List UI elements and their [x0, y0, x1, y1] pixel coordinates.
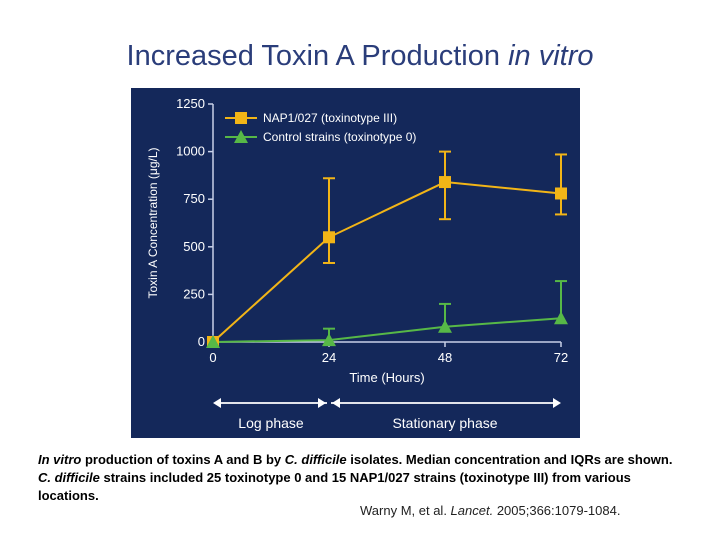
toxin-chart: 0 250 500 750 1000 1250 0 24 48 72 Time (Hours) Tox… — [146, 96, 568, 431]
figure-caption: In vitro production of toxins A and B by… — [38, 451, 678, 505]
control-data-point — [206, 335, 220, 348]
caption-em-2: C. difficile — [284, 452, 347, 467]
nap1-data-point — [323, 231, 335, 244]
y-tick-label: 1000 — [176, 144, 205, 159]
nap1-legend-label: NAP1/027 (toxinotype III) — [263, 111, 397, 125]
stationary-phase-arrow-left — [332, 398, 340, 408]
citation-details: 2005;366:1079-1084. — [493, 503, 621, 518]
citation-authors: Warny M, et al. — [360, 503, 451, 518]
caption-em-1: In vitro — [38, 452, 82, 467]
x-tick-label: 48 — [438, 350, 452, 365]
y-tick-label: 750 — [183, 191, 205, 206]
nap1-data-point — [555, 187, 567, 200]
stationary-phase-label: Stationary phase — [392, 415, 497, 431]
caption-em-3: C. difficile — [38, 470, 100, 485]
title-emphasis: in vitro — [508, 40, 594, 72]
slide-title: Increased Toxin A Production in vitro — [0, 40, 720, 73]
citation: Warny M, et al. Lancet. 2005;366:1079-10… — [360, 503, 620, 518]
y-tick-label: 500 — [183, 239, 205, 254]
log-phase-label: Log phase — [238, 415, 304, 431]
title-main: Increased Toxin A Production — [126, 40, 509, 72]
caption-text-3: strains included 25 toxinotype 0 and 15 … — [38, 470, 631, 503]
x-axis-label: Time (Hours) — [349, 370, 424, 385]
nap1-legend-marker — [235, 112, 247, 124]
y-tick-label: 1250 — [176, 96, 205, 111]
x-tick-label: 24 — [322, 350, 336, 365]
control-data-point — [554, 311, 568, 325]
control-legend-label: Control strains (toxinotype 0) — [263, 130, 416, 144]
nap1-data-point — [439, 176, 451, 189]
caption-text-1: production of toxins A and B by — [81, 452, 285, 467]
log-phase-arrow-left — [213, 398, 221, 408]
caption-text-2: isolates. Median concentration and IQRs … — [346, 452, 673, 467]
stationary-phase-arrow-right — [553, 398, 561, 408]
control-legend-marker — [234, 130, 248, 143]
citation-journal: Lancet. — [450, 503, 494, 518]
control-series-line — [212, 317, 562, 343]
control-data-point — [438, 319, 452, 333]
nap1-series-line — [212, 181, 562, 343]
control-data-point — [322, 333, 336, 347]
y-axis-label: Toxin A Concentration (μg/L) — [146, 148, 160, 299]
x-tick-label: 72 — [554, 350, 568, 365]
y-tick-label: 0 — [198, 334, 205, 349]
chart-panel: 0 250 500 750 1000 1250 0 24 48 72 Time (Hours) Tox… — [131, 88, 580, 438]
y-tick-label: 250 — [183, 286, 205, 301]
x-tick-label: 0 — [209, 350, 216, 365]
log-phase-arrow-right — [318, 398, 326, 408]
